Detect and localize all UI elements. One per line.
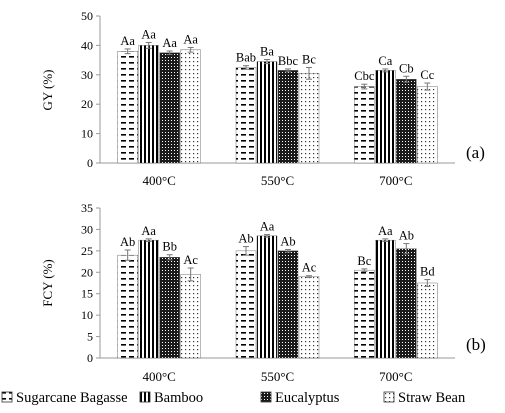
panel-a-data-label: Ba xyxy=(260,45,274,59)
panel-b-data-label: Aa xyxy=(378,224,393,238)
panel-a-data-label: Cbc xyxy=(354,69,375,83)
panel-a-bar-straw-bean-550-c xyxy=(298,73,320,164)
panel-a-data-label: Ca xyxy=(378,54,392,68)
panel-a-bar-bamboo-700-c xyxy=(375,70,396,164)
panel-b-y-tick-label: 5 xyxy=(87,330,93,344)
panel-a-bar-bamboo-400-c xyxy=(138,45,159,164)
legend-item-sugarcane-bagasse: Sugarcane Bagasse xyxy=(1,390,128,406)
panel-a-category-label: 400°C xyxy=(142,173,175,188)
panel-b-data-label: Bb xyxy=(162,240,177,254)
legend-item-eucalyptus: Eucalyptus xyxy=(260,390,340,406)
panel-b-y-tick-label: 35 xyxy=(81,201,93,215)
panel-a-y-tick-label: 20 xyxy=(81,97,93,111)
panel-b-y-tick-label: 20 xyxy=(81,265,93,279)
panel-a-data-label: Cc xyxy=(420,68,434,82)
panel-b-data-label: Ac xyxy=(302,261,317,275)
legend-item-straw-bean: Straw Bean xyxy=(383,390,466,406)
panel-b-bar-bamboo-550-c xyxy=(256,235,278,359)
panel-b-category-label: 400°C xyxy=(142,369,175,384)
panel-a-bar-straw-bean-700-c xyxy=(417,86,438,164)
legend-swatch-eucalyptus xyxy=(260,391,272,403)
panel-a-category-label: 700°C xyxy=(379,173,412,188)
panel-a-data-label: Aa xyxy=(141,27,156,41)
legend-swatch-bamboo xyxy=(139,391,151,403)
panel-b-bar-straw-bean-700-c xyxy=(417,282,438,359)
panel-b-category-label: 700°C xyxy=(379,369,412,384)
panel-b-bar-straw-bean-400-c xyxy=(180,274,201,359)
legend-label-sugarcane-bagasse: Sugarcane Bagasse xyxy=(16,390,128,406)
panel-b-bar-bamboo-400-c xyxy=(138,239,159,359)
panel-b-y-tick-label: 10 xyxy=(81,308,93,322)
panel-a-y-tick-label: 10 xyxy=(81,127,93,141)
panel-a-bar-sugarcane-bagasse-550-c xyxy=(235,67,257,164)
panel-a-label: (a) xyxy=(466,143,485,162)
panel-b-bar-eucalyptus-700-c xyxy=(396,248,417,359)
panel-b-y-tick-label: 0 xyxy=(87,351,93,365)
panel-a-bar-straw-bean-400-c xyxy=(180,49,201,164)
panel-b-data-label: Ab xyxy=(399,229,414,243)
panel-b-bar-straw-bean-550-c xyxy=(298,276,320,359)
panel-a-category-label: 550°C xyxy=(261,173,294,188)
panel-b-y-tick-label: 30 xyxy=(81,222,93,236)
legend-label-straw-bean: Straw Bean xyxy=(398,390,466,406)
panel-a-bar-bamboo-550-c xyxy=(256,61,278,164)
legend-label-eucalyptus: Eucalyptus xyxy=(275,390,340,406)
panel-a: 0 10 20 30 40 50 GY (%) (a) 400°C Aa Aa Aa Aa 550°C Ba… xyxy=(40,9,485,188)
legend-swatch-straw-bean xyxy=(383,391,395,403)
panel-a-data-label: Aa xyxy=(162,36,177,50)
panel-a-y-tick-label: 50 xyxy=(81,9,93,23)
legend-swatch-sugarcane-bagasse xyxy=(1,391,13,403)
panel-b-data-label: Ac xyxy=(183,253,198,267)
panel-a-bar-eucalyptus-400-c xyxy=(159,52,180,164)
legend-item-bamboo: Bamboo xyxy=(139,390,203,406)
panel-a-bar-sugarcane-bagasse-400-c xyxy=(117,51,138,164)
panel-b-bar-bamboo-700-c xyxy=(375,239,396,359)
panel-b-bar-sugarcane-bagasse-700-c xyxy=(354,269,375,359)
panel-b-data-label: Aa xyxy=(141,224,156,238)
panel-a-y-tick-label: 40 xyxy=(81,38,93,52)
panel-b-y-tick-label: 15 xyxy=(81,287,93,301)
panel-a-data-label: Bbc xyxy=(278,54,299,68)
panel-b-data-label: Ab xyxy=(238,232,253,246)
panel-a-bar-eucalyptus-700-c xyxy=(396,79,417,164)
panel-b-bar-eucalyptus-550-c xyxy=(277,250,299,359)
panel-a-data-label: Aa xyxy=(183,32,198,46)
panel-b-category-label: 550°C xyxy=(261,369,294,384)
panel-a-data-label: Aa xyxy=(120,34,135,48)
panel-a-data-label: Cb xyxy=(399,61,414,75)
panel-a-y-tick-label: 0 xyxy=(87,156,93,170)
legend-label-bamboo: Bamboo xyxy=(154,390,203,406)
panel-b-y-axis-label: FCY (%) xyxy=(40,259,55,307)
panel-a-y-tick-label: 30 xyxy=(81,68,93,82)
panel-b-data-label: Bd xyxy=(420,265,435,279)
panel-b-data-label: Bc xyxy=(357,254,371,268)
panel-b-bar-sugarcane-bagasse-550-c xyxy=(235,250,257,359)
panel-b-label: (b) xyxy=(466,335,486,354)
panel-b-y-tick-label: 25 xyxy=(81,244,93,258)
panel-a-bar-eucalyptus-550-c xyxy=(277,70,299,164)
panel-a-data-label: Bc xyxy=(302,52,316,66)
panel-b-data-label: Aa xyxy=(260,220,275,234)
panel-b-data-label: Ab xyxy=(120,235,135,249)
panel-b-bar-eucalyptus-400-c xyxy=(159,257,180,359)
panel-a-y-axis-label: GY (%) xyxy=(40,69,55,110)
panel-b-data-label: Ab xyxy=(280,235,295,249)
panel-b: 0 5 10 15 20 25 30 35 FCY (%) (b) 400°C Ab Aa Bb Ac 550… xyxy=(40,201,486,384)
panel-a-data-label: Bab xyxy=(236,51,256,65)
panel-a-bar-sugarcane-bagasse-700-c xyxy=(354,86,375,164)
panel-b-bar-sugarcane-bagasse-400-c xyxy=(117,254,138,359)
legend: Sugarcane Bagasse Bamboo Eucalyptus Straw B… xyxy=(1,390,466,406)
